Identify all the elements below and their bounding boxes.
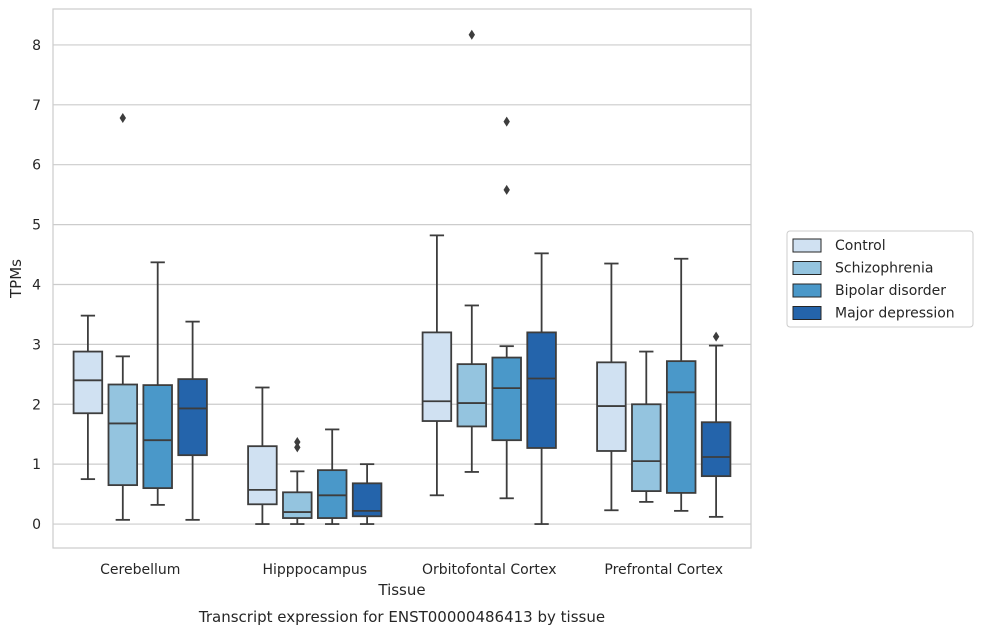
box	[491, 356, 522, 442]
x-tick-label: Cerebellum	[100, 562, 180, 578]
box	[421, 331, 453, 422]
y-tick-labels: 0 1 2 3 4 5 6 7 8	[32, 38, 41, 533]
y-tick-label: 5	[32, 218, 41, 234]
box	[72, 350, 104, 415]
outlier-point	[294, 436, 301, 447]
y-tick-label: 6	[32, 158, 41, 174]
box	[526, 331, 557, 449]
box-major-depression	[526, 252, 557, 525]
legend-swatch	[792, 261, 822, 275]
box-bipolar-disorder	[316, 428, 348, 525]
legend-label: Bipolar disorder	[835, 283, 946, 299]
box-bipolar-disorder	[665, 257, 697, 512]
outlier-point	[503, 116, 510, 127]
box-bipolar-disorder	[491, 116, 522, 500]
legend-label: Major depression	[835, 306, 955, 322]
box	[177, 378, 208, 457]
x-tick-label: Orbitofontal Cortex	[422, 562, 557, 578]
box	[631, 403, 662, 493]
legend: Control Schizophrenia Bipolar disorder Majo…	[786, 230, 974, 328]
box-schizophrenia	[282, 436, 313, 525]
box-schizophrenia	[456, 29, 488, 473]
box-control	[421, 234, 453, 497]
outlier-point	[294, 442, 301, 453]
x-axis-label: Tissue	[377, 581, 425, 599]
box	[316, 469, 348, 519]
x-tick-label: Prefrontal Cortex	[604, 562, 723, 578]
legend-swatch	[792, 238, 822, 253]
box	[700, 421, 732, 478]
outlier-point	[712, 331, 720, 342]
box	[247, 445, 278, 506]
box-control	[247, 386, 278, 525]
y-tick-label: 3	[32, 337, 41, 353]
box-schizophrenia	[631, 350, 662, 503]
x-tick-label: Hipppocampus	[262, 562, 367, 578]
y-axis-label: TPMs	[7, 259, 25, 299]
y-tick-label: 1	[32, 457, 41, 473]
box	[282, 491, 313, 519]
box-bipolar-disorder	[142, 261, 173, 506]
box-schizophrenia	[107, 112, 139, 521]
legend-swatch	[792, 306, 822, 320]
outlier-point	[468, 29, 475, 40]
plot-area-frame	[52, 8, 752, 549]
box-control	[72, 314, 104, 481]
box	[142, 384, 173, 490]
outlier-point	[503, 184, 510, 195]
legend-label: Schizophrenia	[835, 261, 933, 277]
box	[665, 360, 697, 494]
box-control	[596, 262, 627, 512]
outlier-point	[119, 112, 126, 123]
legend-swatch	[792, 283, 822, 298]
box-major-depression	[351, 463, 383, 525]
box	[456, 363, 488, 428]
y-tick-label: 7	[32, 98, 41, 114]
legend-frame	[786, 230, 974, 328]
box-layer	[72, 29, 732, 525]
box-major-depression	[177, 320, 208, 521]
x-tick-labels: Cerebellum Hipppocampus Orbitofontal Corte…	[100, 562, 723, 578]
y-tick-label: 0	[32, 517, 41, 533]
box-major-depression	[700, 331, 732, 518]
legend-label: Control	[835, 238, 886, 254]
y-tick-label: 4	[32, 277, 41, 293]
y-tick-label: 8	[32, 38, 41, 54]
box	[107, 383, 139, 487]
y-tick-label: 2	[32, 397, 41, 413]
chart-caption: Transcript expression for ENST0000048641…	[198, 608, 605, 626]
